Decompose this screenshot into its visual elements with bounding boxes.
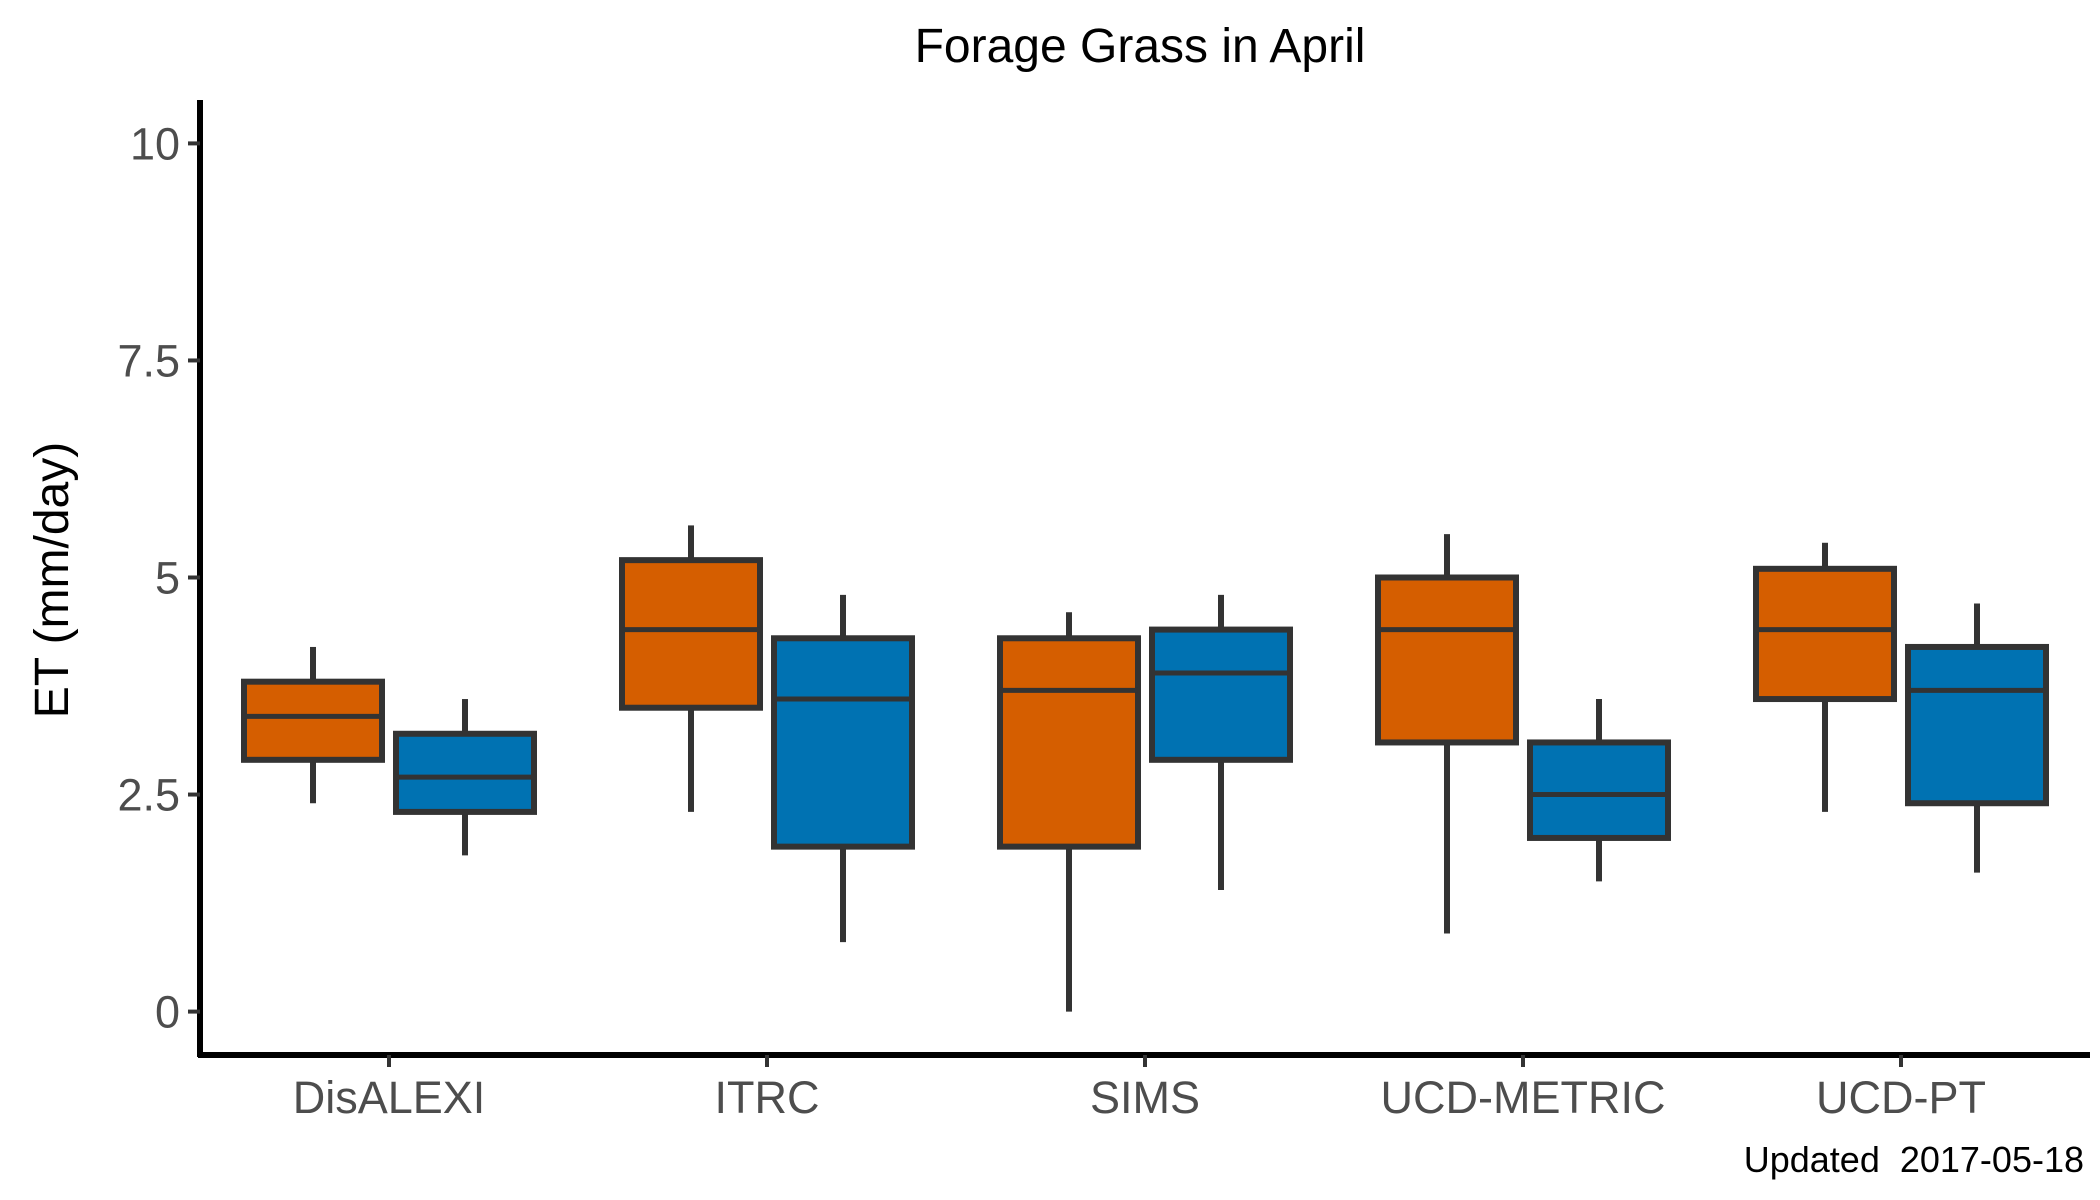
y-tick-label: 5 <box>155 553 180 604</box>
x-tick-label: UCD-PT <box>1816 1072 1986 1123</box>
box-0-1 <box>393 699 537 856</box>
box-2-0 <box>997 612 1141 1012</box>
axes <box>188 100 2090 1067</box>
box-1-1 <box>771 594 915 943</box>
box-1-0 <box>619 525 763 812</box>
box-body <box>619 557 763 711</box>
y-tick-label: 10 <box>130 118 180 169</box>
chart-title: Forage Grass in April <box>915 20 1366 73</box>
box-body <box>1905 643 2049 807</box>
box-4-1 <box>1905 603 2049 873</box>
x-tick-label: SIMS <box>1090 1072 1200 1123</box>
x-tick-label: DisALEXI <box>293 1072 486 1123</box>
box-2-1 <box>1149 594 1293 891</box>
box-body <box>241 678 385 763</box>
box-4-0 <box>1753 542 1897 812</box>
box-3-0 <box>1375 534 1519 934</box>
tick-labels: 0 2.5 5 7.5 10 DisALEXI ITRC SIMS UCD-METRIC UCD-… <box>117 118 1986 1123</box>
box-body <box>393 730 537 815</box>
plot-marks <box>241 525 2049 1012</box>
box-body <box>1149 626 1293 763</box>
box-3-1 <box>1527 699 1671 882</box>
x-tick-label: ITRC <box>715 1072 820 1123</box>
y-axis-label: ET (mm/day) <box>26 442 79 718</box>
box-body <box>997 635 1141 850</box>
box-body <box>1375 574 1519 746</box>
updated-caption: Updated 2017-05-18 <box>1744 1139 2084 1180</box>
y-tick-label: 0 <box>155 987 180 1038</box>
box-body <box>1527 739 1671 841</box>
box-0-0 <box>241 646 385 804</box>
y-tick-label: 2.5 <box>117 770 180 821</box>
x-tick-label: UCD-METRIC <box>1381 1072 1666 1123</box>
box-body <box>771 635 915 850</box>
y-tick-label: 7.5 <box>117 335 180 386</box>
box-body <box>1753 565 1897 703</box>
